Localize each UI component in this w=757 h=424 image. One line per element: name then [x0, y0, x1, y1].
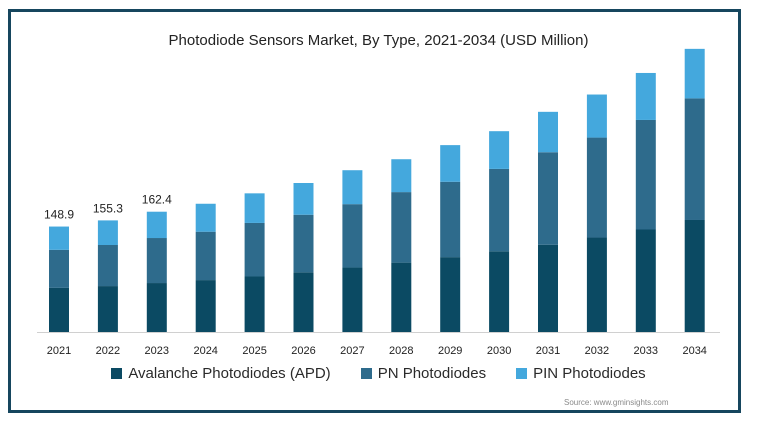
chart-legend: Avalanche Photodiodes (APD) PN Photodiod…: [0, 365, 757, 382]
bar-segment-2023-series-2: [146, 211, 167, 239]
bar-segment-2023-series-1: [146, 238, 167, 284]
bar-segment-2030-series-0: [489, 251, 510, 332]
data-label-2022: 155.3: [93, 201, 123, 215]
bar-segment-2027-series-1: [342, 204, 363, 268]
legend-label-apd: Avalanche Photodiodes (APD): [128, 365, 331, 382]
legend-item-apd: Avalanche Photodiodes (APD): [111, 365, 331, 382]
data-label-2021: 148.9: [44, 208, 74, 222]
legend-swatch-pn: [360, 368, 372, 379]
bar-segment-2023-series-0: [146, 283, 167, 332]
legend-label-pin: PIN Photodiodes: [533, 365, 646, 382]
bar-segment-2029-series-1: [440, 181, 461, 258]
bar-segment-2032-series-2: [586, 94, 607, 138]
bar-segment-2031-series-1: [538, 152, 558, 245]
bar-segment-2026-series-2: [293, 183, 314, 215]
data-label-2023: 162.4: [142, 193, 172, 207]
bar-segment-2034-series-0: [684, 219, 705, 332]
bar-segment-2027-series-2: [342, 170, 363, 205]
bar-segment-2022-series-2: [97, 220, 118, 245]
x-tick-label-2024: 2024: [193, 345, 217, 357]
bar-segment-2021-series-2: [49, 226, 69, 250]
bar-segment-2024-series-2: [195, 203, 216, 232]
legend-swatch-pin: [516, 368, 528, 379]
x-tick-label-2028: 2028: [389, 345, 413, 357]
bar-segment-2028-series-1: [391, 192, 412, 263]
legend-item-pn: PN Photodiodes: [360, 365, 487, 382]
chart-title: Photodiode Sensors Market, By Type, 2021…: [168, 32, 589, 49]
bar-segment-2022-series-0: [97, 286, 118, 332]
x-tick-label-2023: 2023: [145, 345, 169, 357]
bar-segment-2026-series-0: [293, 272, 314, 332]
bar-segment-2030-series-2: [489, 131, 510, 169]
x-tick-label-2032: 2032: [585, 345, 609, 357]
x-tick-label-2022: 2022: [96, 345, 120, 357]
source-note: Source: www.gminsights.com: [564, 398, 669, 407]
bar-segment-2025-series-0: [244, 276, 265, 332]
bar-segment-2029-series-2: [440, 145, 461, 182]
bar-segment-2025-series-2: [244, 193, 265, 223]
x-tick-label-2029: 2029: [438, 345, 462, 357]
bar-segment-2034-series-1: [684, 98, 705, 220]
x-tick-label-2027: 2027: [340, 345, 364, 357]
bar-segment-2027-series-0: [342, 267, 363, 332]
bar-segment-2031-series-2: [538, 111, 558, 153]
bar-segment-2032-series-0: [586, 237, 607, 332]
x-tick-label-2031: 2031: [536, 345, 560, 357]
bar-segment-2033-series-1: [635, 119, 656, 230]
x-tick-label-2025: 2025: [242, 345, 266, 357]
bar-segment-2026-series-1: [293, 214, 314, 273]
legend-label-pn: PN Photodiodes: [377, 365, 487, 382]
bar-segment-2024-series-0: [195, 280, 216, 332]
bar-segment-2032-series-1: [586, 137, 607, 238]
bar-segment-2029-series-0: [440, 257, 461, 332]
x-tick-label-2030: 2030: [487, 345, 511, 357]
bar-segment-2021-series-1: [49, 249, 69, 288]
bar-segment-2021-series-0: [49, 287, 69, 332]
x-tick-label-2033: 2033: [634, 345, 658, 357]
x-tick-label-2034: 2034: [682, 345, 706, 357]
bar-segment-2024-series-1: [195, 231, 216, 281]
x-tick-label-2026: 2026: [291, 345, 315, 357]
bar-segment-2033-series-0: [635, 229, 656, 332]
bar-segment-2034-series-2: [684, 48, 705, 99]
bar-segment-2025-series-1: [244, 222, 265, 277]
bar-segment-2033-series-2: [635, 72, 656, 120]
legend-item-pin: PIN Photodiodes: [516, 365, 646, 382]
chart-frame: [8, 9, 741, 413]
x-tick-label-2021: 2021: [47, 345, 71, 357]
legend-swatch-apd: [111, 368, 123, 379]
bar-segment-2028-series-0: [391, 262, 412, 332]
bar-segment-2022-series-1: [97, 244, 118, 287]
bar-segment-2030-series-1: [489, 168, 510, 252]
bar-segment-2031-series-0: [538, 244, 558, 332]
bar-segment-2028-series-2: [391, 159, 412, 193]
